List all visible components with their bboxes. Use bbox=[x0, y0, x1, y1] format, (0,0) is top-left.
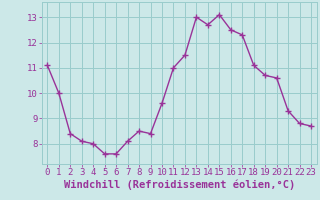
X-axis label: Windchill (Refroidissement éolien,°C): Windchill (Refroidissement éolien,°C) bbox=[64, 180, 295, 190]
